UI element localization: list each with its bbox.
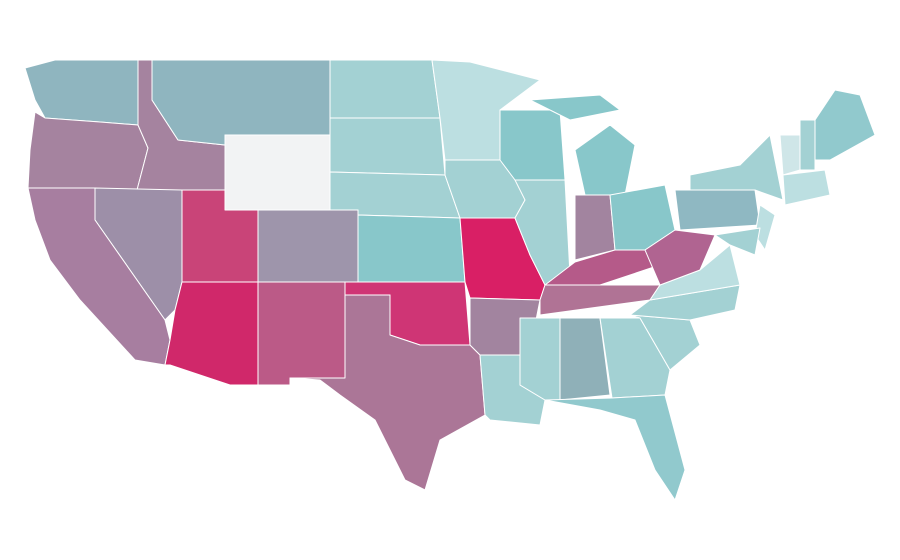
region [499, 109, 566, 181]
region [329, 59, 441, 119]
region [151, 59, 331, 146]
region [559, 317, 611, 401]
region [514, 179, 571, 286]
region [714, 227, 761, 256]
region [224, 134, 331, 211]
region [329, 117, 446, 176]
region [674, 189, 761, 231]
region [289, 294, 486, 491]
region [164, 281, 259, 386]
region [24, 59, 139, 126]
region [644, 229, 716, 286]
region [799, 119, 816, 171]
region [814, 89, 876, 161]
region [629, 284, 741, 321]
region [779, 134, 801, 176]
region [519, 317, 561, 401]
region [257, 281, 346, 386]
region [357, 214, 466, 283]
region [689, 134, 784, 201]
region [574, 124, 636, 196]
region [257, 209, 359, 283]
region [754, 204, 776, 251]
region [544, 394, 686, 501]
region [574, 194, 616, 261]
region [599, 317, 671, 399]
region [649, 244, 741, 301]
region [529, 94, 621, 121]
region [782, 169, 831, 206]
